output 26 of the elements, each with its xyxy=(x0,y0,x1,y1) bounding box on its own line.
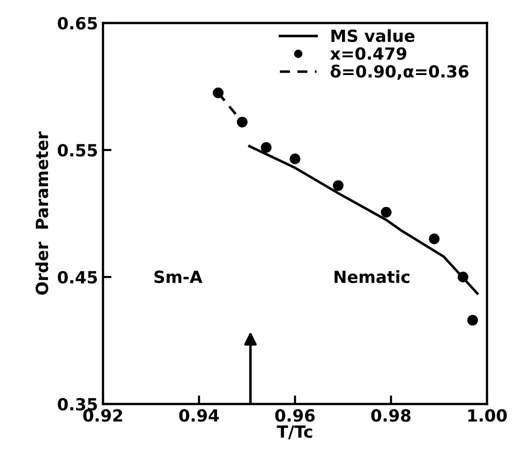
annotation: Nematic xyxy=(334,270,410,284)
y-tick-label: 0.35 xyxy=(58,398,97,411)
point xyxy=(332,180,344,191)
y-tick-label: 0.55 xyxy=(58,144,97,157)
y-axis-title: Order Parameter xyxy=(35,132,48,295)
x-tick-label: 0.96 xyxy=(275,409,315,422)
point xyxy=(212,87,224,98)
point xyxy=(428,234,440,244)
x-tick-label: 0.94 xyxy=(179,409,219,422)
point xyxy=(380,206,392,218)
y-tick-label: 0.65 xyxy=(58,16,97,30)
point xyxy=(236,116,248,128)
legend-label: δ=0.90,α=0.36 xyxy=(330,64,468,80)
x-tick-label: 1.00 xyxy=(468,409,507,422)
legend-label: MS value xyxy=(331,29,414,42)
legend-label: x=0.479 xyxy=(330,47,406,60)
y-tick-label: 0.45 xyxy=(58,270,97,284)
x-axis-title: T/Tc xyxy=(276,426,312,440)
x-tick-label: 0.98 xyxy=(371,409,411,422)
point xyxy=(260,142,272,153)
point xyxy=(458,272,468,282)
line-series xyxy=(248,144,479,295)
x-tick-label: 0.92 xyxy=(83,409,122,422)
point xyxy=(290,154,300,164)
point xyxy=(467,314,478,326)
annotation: Sm-A xyxy=(154,270,202,284)
